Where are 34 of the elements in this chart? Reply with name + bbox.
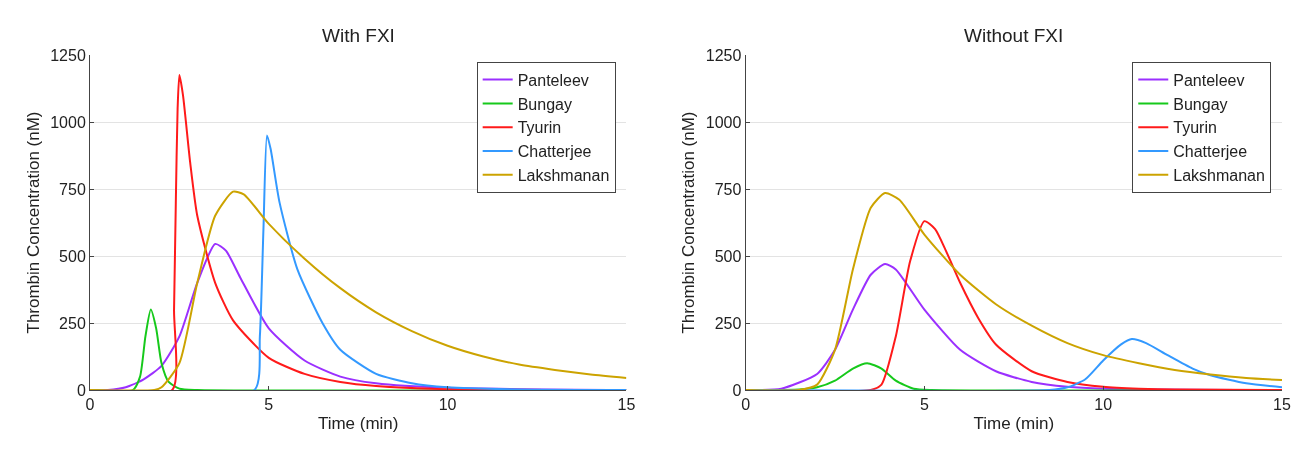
legend-label: Lakshmanan bbox=[1173, 167, 1265, 185]
x-tick-label: 5 bbox=[264, 396, 274, 414]
y-tick-label: 1000 bbox=[705, 113, 742, 131]
y-tick-label: 0 bbox=[732, 381, 742, 399]
y-tick-label: 500 bbox=[59, 247, 86, 265]
y-tick-label: 1250 bbox=[50, 46, 86, 64]
legend-label: Tyurin bbox=[1173, 119, 1217, 137]
legend-label: Panteleev bbox=[1173, 71, 1245, 89]
y-tick-label: 1000 bbox=[50, 113, 86, 131]
legend-label: Chatterjee bbox=[517, 143, 592, 161]
y-tick-label: 750 bbox=[714, 180, 742, 198]
legend-label: Chatterjee bbox=[1173, 143, 1248, 161]
legend-label: Bungay bbox=[1173, 95, 1228, 113]
y-tick-label: 0 bbox=[76, 381, 86, 399]
legend-label: Tyurin bbox=[517, 119, 562, 137]
x-axis-title: Time (min) bbox=[973, 413, 1055, 433]
y-axis-title: Thrombin Concentration (nM) bbox=[679, 111, 699, 334]
x-tick-label: 10 bbox=[1094, 396, 1113, 414]
chart-title: Without FXI bbox=[964, 25, 1064, 46]
y-tick-label: 250 bbox=[714, 314, 742, 332]
x-tick-label: 15 bbox=[1273, 396, 1291, 414]
x-tick-label: 5 bbox=[919, 396, 929, 414]
legend-label: Panteleev bbox=[517, 71, 589, 89]
y-axis-title: Thrombin Concentration (nM) bbox=[23, 111, 43, 334]
chart-title: With FXI bbox=[322, 25, 395, 46]
y-tick-label: 500 bbox=[714, 247, 742, 265]
legend-label: Lakshmanan bbox=[517, 167, 610, 185]
y-tick-label: 1250 bbox=[705, 46, 742, 64]
legend-label: Bungay bbox=[517, 95, 572, 113]
y-tick-label: 750 bbox=[59, 180, 86, 198]
y-tick-label: 250 bbox=[59, 314, 86, 332]
x-tick-label: 10 bbox=[438, 396, 457, 414]
x-tick-label: 15 bbox=[617, 396, 636, 414]
x-axis-title: Time (min) bbox=[317, 413, 399, 433]
